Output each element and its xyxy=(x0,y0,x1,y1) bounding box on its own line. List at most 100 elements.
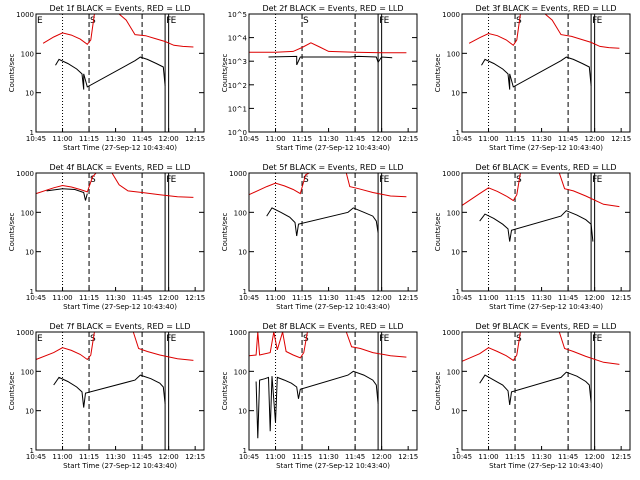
x-tick-label: 10:45 xyxy=(452,453,472,461)
x-tick-label: 12:15 xyxy=(398,294,418,302)
x-tick-label: 11:30 xyxy=(105,294,125,302)
x-axis-label: Start Time (27-Sep-12 10:43:40) xyxy=(63,144,177,152)
y-tick-label: 1 xyxy=(30,129,34,137)
series-line-events xyxy=(268,55,393,66)
x-tick-label: 11:45 xyxy=(558,294,578,302)
chart-title: Det 6f BLACK = Events, RED = LLD xyxy=(475,163,616,172)
y-tick-label: 100 xyxy=(447,209,460,217)
x-tick-label: 12:00 xyxy=(372,135,392,143)
x-tick-label: 12:15 xyxy=(611,135,631,143)
x-tick-label: 11:45 xyxy=(132,135,152,143)
plot-frame xyxy=(461,13,631,133)
x-tick-label: 11:45 xyxy=(558,135,578,143)
y-tick-label: 10^2 xyxy=(228,82,247,90)
plot-frame xyxy=(35,13,205,133)
y-tick-label: 1000 xyxy=(229,170,247,178)
series-line-lld xyxy=(249,42,407,54)
y-tick-label: 1 xyxy=(456,288,460,296)
y-tick-label: 100 xyxy=(21,209,34,217)
chart-title: Det 9f BLACK = Events, RED = LLD xyxy=(475,322,616,331)
event-marker-label: F xyxy=(592,16,597,26)
chart-title: Det 4f BLACK = Events, RED = LLD xyxy=(49,163,190,172)
series-line-events xyxy=(481,56,592,90)
series-line-lld xyxy=(248,331,407,359)
y-tick-label: 100 xyxy=(447,50,460,58)
y-tick-label: 10^1 xyxy=(228,105,247,113)
plot-frame xyxy=(248,172,418,292)
y-tick-label: 10 xyxy=(25,90,34,98)
x-tick-label: 11:15 xyxy=(505,453,525,461)
y-tick-label: 1000 xyxy=(442,329,460,337)
event-marker-label: E xyxy=(384,334,390,344)
event-marker-label: E xyxy=(171,16,177,26)
event-marker-label: S xyxy=(303,16,309,26)
y-tick-label: 100 xyxy=(21,368,34,376)
x-tick-label: 12:15 xyxy=(398,135,418,143)
x-axis-label: Start Time (27-Sep-12 10:43:40) xyxy=(276,144,390,152)
plot-frame xyxy=(461,331,631,451)
series-line-events xyxy=(53,374,166,408)
x-tick-label: 12:00 xyxy=(159,294,179,302)
event-marker-label: S xyxy=(303,175,309,185)
series-line-events xyxy=(255,370,379,439)
x-tick-label: 11:30 xyxy=(318,453,338,461)
x-tick-label: 12:15 xyxy=(185,294,205,302)
y-tick-label: 10 xyxy=(451,90,460,98)
chart-title: Det 2f BLACK = Events, RED = LLD xyxy=(262,4,403,13)
x-tick-label: 10:45 xyxy=(452,294,472,302)
x-tick-label: 11:15 xyxy=(505,294,525,302)
y-tick-label: 1000 xyxy=(442,170,460,178)
x-tick-label: 11:00 xyxy=(52,453,72,461)
series-line-events xyxy=(479,371,592,405)
x-tick-label: 11:15 xyxy=(79,294,99,302)
x-tick-label: 12:00 xyxy=(372,294,392,302)
x-tick-label: 12:15 xyxy=(398,453,418,461)
y-tick-label: 10 xyxy=(238,249,247,257)
y-tick-label: 100 xyxy=(447,368,460,376)
y-tick-label: 1000 xyxy=(442,11,460,19)
event-marker-label: E xyxy=(597,334,603,344)
x-tick-label: 11:45 xyxy=(345,453,365,461)
y-tick-label: 10^4 xyxy=(228,35,248,43)
x-tick-label: 11:45 xyxy=(558,453,578,461)
y-tick-label: 10 xyxy=(238,408,247,416)
x-tick-label: 11:00 xyxy=(265,453,285,461)
y-tick-label: 100 xyxy=(234,209,247,217)
event-marker-label: F xyxy=(166,175,171,185)
y-tick-label: 1000 xyxy=(16,11,34,19)
x-tick-label: 11:00 xyxy=(52,294,72,302)
y-axis-label: Counts/sec xyxy=(8,372,16,411)
event-marker-label: E xyxy=(597,175,603,185)
event-marker-label: F xyxy=(166,16,171,26)
series-line-events xyxy=(55,56,166,90)
y-tick-label: 10 xyxy=(451,408,460,416)
event-marker-label: F xyxy=(379,175,384,185)
x-tick-label: 12:15 xyxy=(611,294,631,302)
series-line-events xyxy=(479,210,594,242)
x-axis-label: Start Time (27-Sep-12 10:43:40) xyxy=(63,303,177,311)
x-tick-label: 10:45 xyxy=(239,294,259,302)
y-tick-label: 1 xyxy=(30,288,34,296)
series-line-events xyxy=(266,207,379,237)
chart-panel-5: Det 5f BLACK = Events, RED = LLD S F E 1 10 10… xyxy=(221,163,418,311)
x-axis-label: Start Time (27-Sep-12 10:43:40) xyxy=(276,303,390,311)
y-axis-label: Counts/sec xyxy=(434,54,442,93)
x-tick-label: 11:30 xyxy=(318,135,338,143)
y-tick-label: 1000 xyxy=(16,170,34,178)
y-axis-label: Counts/sec xyxy=(221,372,229,411)
x-axis-label: Start Time (27-Sep-12 10:43:40) xyxy=(489,144,603,152)
x-tick-label: 11:30 xyxy=(531,453,551,461)
plot-frame xyxy=(461,172,631,292)
y-axis-label: Counts/sec xyxy=(434,372,442,411)
x-tick-label: 11:45 xyxy=(345,294,365,302)
series-line-lld xyxy=(248,172,407,198)
event-marker-label: E xyxy=(37,16,43,26)
x-tick-label: 12:00 xyxy=(159,453,179,461)
y-tick-label: 10 xyxy=(25,249,34,257)
y-tick-label: 10 xyxy=(451,249,460,257)
